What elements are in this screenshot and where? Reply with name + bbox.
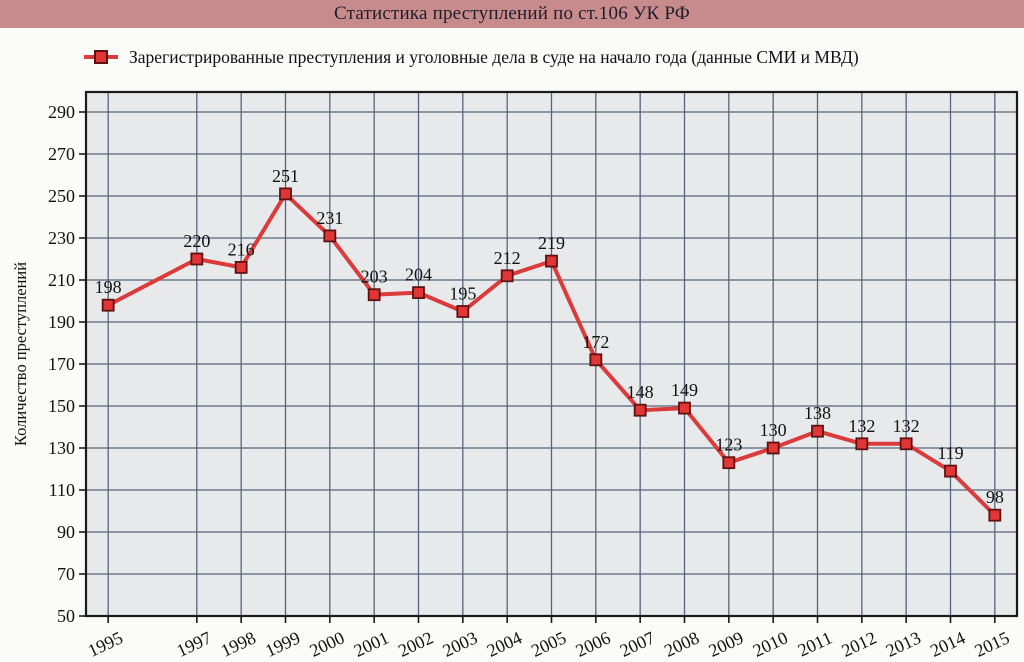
x-axis-tick-label: 2002 bbox=[395, 627, 436, 660]
data-point-2013 bbox=[899, 437, 913, 451]
x-axis-tick-label: 1998 bbox=[218, 627, 259, 660]
data-label: 149 bbox=[671, 380, 698, 400]
x-axis-tick-label: 1999 bbox=[262, 627, 303, 660]
x-axis-tick-label: 2015 bbox=[971, 627, 1012, 660]
data-point-2014 bbox=[944, 464, 957, 478]
data-label: 148 bbox=[627, 382, 654, 402]
y-axis-tick-label: 130 bbox=[48, 438, 75, 458]
data-label: 219 bbox=[538, 233, 565, 253]
data-point-2008 bbox=[678, 401, 691, 415]
data-point-2003 bbox=[456, 305, 470, 318]
data-label: 172 bbox=[582, 332, 609, 352]
data-label: 251 bbox=[272, 166, 299, 186]
legend-line-marker-icon bbox=[84, 50, 118, 64]
y-axis-tick-label: 210 bbox=[48, 270, 75, 290]
x-axis-tick-label: 2011 bbox=[795, 627, 835, 660]
data-label: 123 bbox=[715, 435, 742, 455]
data-label: 130 bbox=[760, 420, 787, 440]
data-label: 216 bbox=[228, 239, 255, 259]
x-axis-tick-label: 2014 bbox=[927, 627, 968, 660]
x-axis-tick-label: 2009 bbox=[705, 627, 746, 660]
chart-title-bar: Статистика преступлений по ст.106 УК РФ bbox=[0, 0, 1024, 28]
data-label: 198 bbox=[95, 277, 122, 297]
data-label: 132 bbox=[893, 416, 920, 436]
x-axis-tick-label: 2012 bbox=[838, 627, 879, 660]
y-axis-title: Количество преступлений bbox=[11, 262, 30, 446]
y-axis-tick-label: 70 bbox=[57, 564, 75, 584]
y-axis-tick-label: 250 bbox=[48, 186, 75, 206]
chart-legend: Зарегистрированные преступления и уголов… bbox=[83, 46, 859, 68]
data-label: 212 bbox=[494, 248, 521, 268]
data-label: 98 bbox=[986, 487, 1004, 507]
x-axis-tick-label: 2013 bbox=[883, 627, 924, 660]
data-label: 119 bbox=[937, 443, 963, 463]
data-label: 132 bbox=[848, 416, 875, 436]
data-point-2010 bbox=[766, 441, 780, 455]
y-axis-tick-label: 110 bbox=[49, 480, 75, 500]
data-label: 231 bbox=[316, 208, 343, 228]
data-label: 204 bbox=[405, 265, 432, 285]
data-point-1995 bbox=[101, 298, 115, 312]
x-axis-tick-label: 1995 bbox=[85, 627, 126, 660]
x-axis-tick-label: 2004 bbox=[484, 627, 525, 660]
x-axis-tick-label: 2007 bbox=[617, 627, 658, 660]
x-axis-tick-label: 2003 bbox=[439, 627, 480, 660]
data-point-2007 bbox=[633, 403, 647, 417]
data-point-2015 bbox=[988, 508, 1002, 522]
x-axis-tick-label: 2010 bbox=[750, 627, 791, 660]
series-line bbox=[106, 191, 997, 518]
y-axis-tick-label: 290 bbox=[48, 102, 75, 122]
y-axis-tick-label: 90 bbox=[57, 522, 75, 542]
data-point-2012 bbox=[855, 437, 869, 451]
data-point-1997 bbox=[190, 252, 204, 266]
x-axis-tick-label: 1997 bbox=[173, 627, 214, 660]
data-label: 220 bbox=[183, 231, 210, 251]
y-axis-tick-label: 230 bbox=[48, 228, 75, 248]
data-point-2005 bbox=[545, 254, 558, 268]
x-axis-tick-label: 2006 bbox=[572, 627, 613, 660]
y-axis-tick-label: 50 bbox=[57, 606, 75, 626]
data-point-2009 bbox=[722, 456, 736, 470]
data-label: 203 bbox=[361, 267, 388, 287]
data-point-1999 bbox=[279, 187, 292, 201]
data-point-1998 bbox=[234, 260, 248, 274]
data-point-2001 bbox=[367, 288, 381, 302]
plot-border bbox=[84, 90, 1019, 618]
data-label: 138 bbox=[804, 403, 831, 423]
data-point-2011 bbox=[811, 424, 824, 438]
y-axis-tick-label: 190 bbox=[48, 312, 75, 332]
y-axis-tick-label: 270 bbox=[48, 144, 75, 164]
data-point-2006 bbox=[589, 353, 603, 367]
x-axis-tick-label: 2000 bbox=[306, 627, 347, 660]
x-axis-tick-label: 2008 bbox=[661, 627, 702, 660]
legend-series-label: Зарегистрированные преступления и уголов… bbox=[129, 46, 859, 67]
data-label: 195 bbox=[449, 284, 476, 304]
data-point-2002 bbox=[412, 286, 425, 300]
y-axis-tick-label: 150 bbox=[48, 396, 75, 416]
data-point-2000 bbox=[323, 229, 337, 243]
x-axis-tick-label: 2005 bbox=[528, 627, 569, 660]
data-point-2004 bbox=[500, 269, 514, 283]
x-axis-tick-label: 2001 bbox=[351, 627, 392, 660]
chart-title: Статистика преступлений по ст.106 УК РФ bbox=[334, 3, 690, 24]
y-axis-tick-label: 170 bbox=[48, 354, 75, 374]
